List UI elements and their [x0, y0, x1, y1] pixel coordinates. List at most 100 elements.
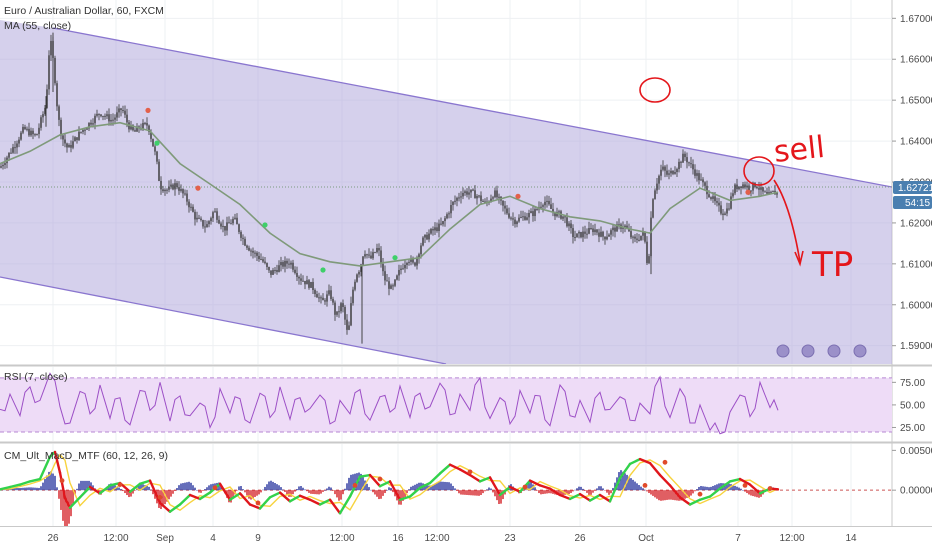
candle-body — [506, 208, 508, 214]
candle-body — [326, 294, 328, 302]
candle-body — [156, 151, 158, 162]
macd-cross-dot — [642, 482, 648, 488]
macd-hist-bar — [304, 489, 306, 491]
macd-line-segment — [658, 473, 672, 487]
macd-hist-bar — [546, 490, 548, 494]
macd-line-segment — [418, 481, 432, 489]
macd-hist-bar — [218, 482, 220, 491]
candle-body — [434, 227, 436, 231]
candle-body — [104, 115, 106, 117]
macd-hist-bar — [392, 490, 394, 493]
macd-hist-bar — [322, 490, 324, 492]
macd-line-segment — [408, 486, 422, 498]
macd-hist-bar — [280, 487, 282, 491]
macd-hist-bar — [180, 483, 182, 491]
macd-hist-bar — [168, 490, 170, 500]
signal-dots — [145, 107, 751, 273]
candle-body — [450, 205, 452, 214]
macd-hist-bar — [246, 490, 248, 496]
price-tick-label: 1.67000 — [900, 14, 932, 25]
signal-dot — [195, 185, 201, 191]
macd-hist-bar — [164, 490, 166, 505]
candle-body — [268, 267, 270, 271]
symbol-title[interactable]: Euro / Australian Dollar, 60, FXCM — [4, 5, 164, 17]
candle-body — [412, 258, 414, 263]
candle-body — [92, 123, 94, 125]
macd-hist-bar — [314, 490, 316, 495]
candle-body — [282, 262, 284, 267]
macd-hist-bar — [44, 479, 46, 491]
macd-hist-bar — [276, 484, 278, 491]
macd-hist-bar — [748, 490, 750, 495]
macd-line-segment — [668, 484, 682, 499]
macd-hist-bar — [262, 489, 264, 491]
macd-line-segment — [298, 494, 312, 501]
macd-hist-bar — [432, 484, 434, 491]
candle-body — [676, 169, 678, 173]
replay-icon[interactable] — [776, 344, 790, 358]
macd-hist-bar — [296, 489, 298, 491]
candle-body — [312, 281, 314, 290]
candle-body — [178, 187, 180, 191]
rsi-legend[interactable]: RSI (7, close) — [4, 371, 68, 383]
macd-hist-bar — [470, 490, 472, 496]
price-tick-label: 1.62000 — [900, 218, 932, 229]
candle-body — [160, 180, 162, 190]
macd-line-segment — [53, 450, 62, 474]
candle-body — [34, 134, 36, 136]
candle-body — [736, 184, 738, 190]
time-tick-label: Oct — [638, 533, 654, 544]
candle-body — [126, 114, 128, 123]
price-axis-area[interactable] — [892, 0, 932, 526]
macd-line-segment — [698, 495, 712, 501]
macd-hist-bar — [244, 490, 246, 493]
channel-lower-line[interactable] — [0, 276, 447, 364]
signal-dot — [515, 193, 521, 199]
macd-hist-bar — [64, 490, 66, 526]
candle-body — [44, 107, 46, 115]
candle-body — [164, 189, 166, 192]
macd-hist-bar — [238, 486, 240, 491]
candle-body — [428, 233, 430, 240]
macd-hist-bar — [726, 483, 728, 491]
candle-body — [422, 237, 424, 246]
parallel-channel[interactable] — [0, 20, 892, 364]
candle-body — [594, 229, 596, 233]
candle-body — [384, 271, 386, 281]
hand-arrow — [773, 179, 801, 263]
macd-indicator — [0, 450, 892, 526]
candle-body — [484, 201, 486, 203]
candle-body — [442, 221, 444, 225]
compare-icon[interactable] — [827, 344, 841, 358]
macd-hist-bar — [152, 490, 154, 495]
candle-body — [56, 83, 58, 107]
macd-hist-bar — [400, 490, 402, 505]
macd-line-segment — [388, 480, 402, 501]
macd-line-segment — [198, 491, 212, 501]
macd-hist-bar — [210, 484, 212, 491]
candle-body — [376, 247, 378, 253]
macd-legend[interactable]: CM_Ult_MacD_MTF (60, 12, 26, 9) — [4, 450, 168, 462]
snapshot-icon[interactable] — [801, 344, 815, 358]
channel-upper-line[interactable] — [52, 27, 892, 188]
candle-body — [562, 216, 564, 219]
candle-body — [416, 257, 418, 266]
candle-body — [304, 280, 306, 285]
ma-legend[interactable]: MA (55, close) — [4, 20, 71, 32]
candle-body — [478, 195, 480, 197]
candle-body — [262, 259, 264, 262]
candle-body — [110, 119, 112, 122]
macd-line-segment — [0, 485, 12, 491]
candle-body — [396, 275, 398, 280]
macd-cross-dot — [117, 482, 123, 488]
candle-body — [28, 128, 30, 136]
macd-hist-bar — [366, 483, 368, 491]
candle-body — [680, 161, 682, 163]
candle-body — [4, 163, 6, 165]
macd-hist-bar — [606, 490, 608, 493]
candle-body — [218, 219, 220, 224]
hand-circle-sell-point — [743, 156, 775, 186]
macd-hist-bar — [476, 490, 478, 496]
alert-icon[interactable] — [853, 344, 867, 358]
